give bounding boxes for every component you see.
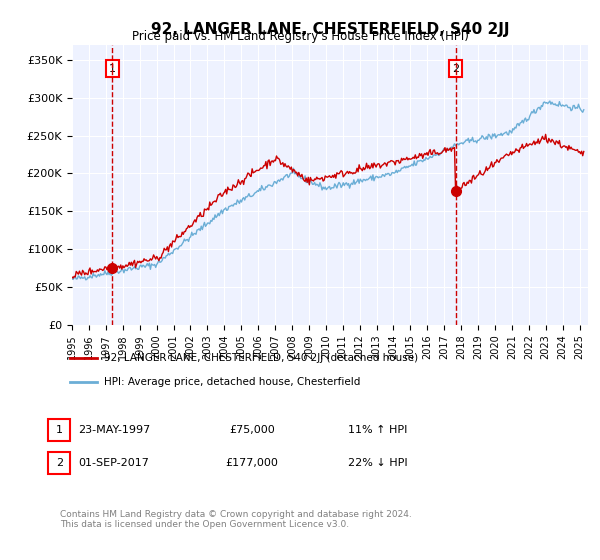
- Text: 1: 1: [109, 64, 116, 73]
- Title: 92, LANGER LANE, CHESTERFIELD, S40 2JJ: 92, LANGER LANE, CHESTERFIELD, S40 2JJ: [151, 22, 509, 37]
- Text: 22% ↓ HPI: 22% ↓ HPI: [348, 458, 408, 468]
- Text: £75,000: £75,000: [229, 425, 275, 435]
- Text: 23-MAY-1997: 23-MAY-1997: [78, 425, 150, 435]
- Text: 92, LANGER LANE, CHESTERFIELD, S40 2JJ (detached house): 92, LANGER LANE, CHESTERFIELD, S40 2JJ (…: [104, 353, 418, 363]
- Text: Price paid vs. HM Land Registry's House Price Index (HPI): Price paid vs. HM Land Registry's House …: [131, 30, 469, 43]
- Text: 2: 2: [452, 64, 459, 73]
- Text: 01-SEP-2017: 01-SEP-2017: [79, 458, 149, 468]
- Text: £177,000: £177,000: [226, 458, 278, 468]
- Text: 11% ↑ HPI: 11% ↑ HPI: [349, 425, 407, 435]
- Text: 2: 2: [56, 458, 63, 468]
- Text: HPI: Average price, detached house, Chesterfield: HPI: Average price, detached house, Ches…: [104, 377, 361, 388]
- Text: Contains HM Land Registry data © Crown copyright and database right 2024.
This d: Contains HM Land Registry data © Crown c…: [60, 510, 412, 529]
- Text: 1: 1: [56, 425, 63, 435]
